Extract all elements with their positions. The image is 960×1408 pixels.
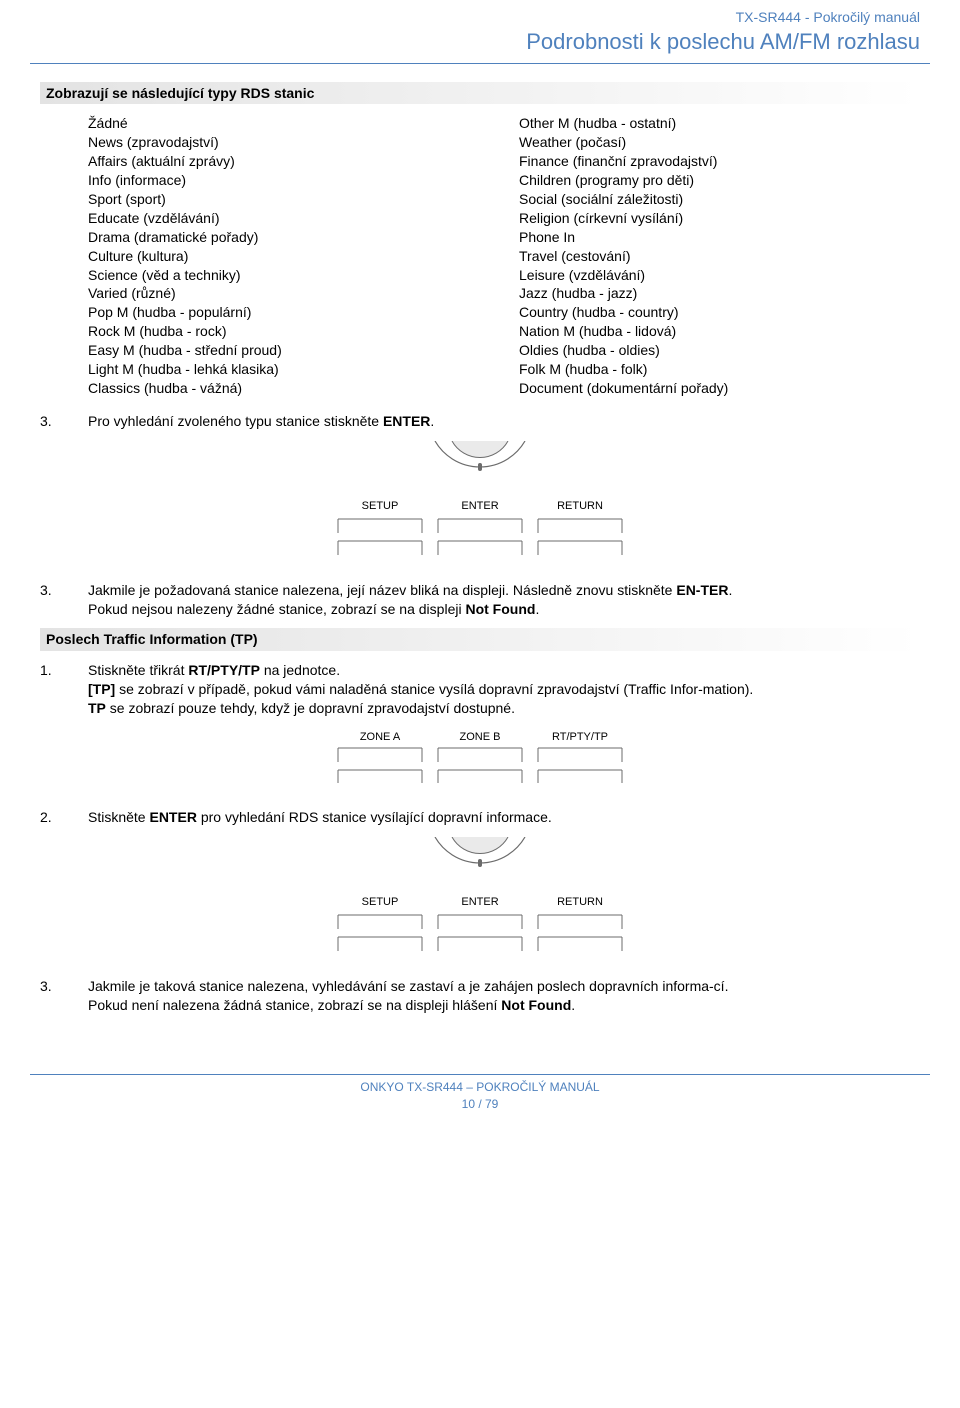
rds-type-item: Classics (hudba - vážná)	[88, 379, 489, 398]
header-rule	[30, 63, 930, 64]
rds-types-columns: ŽádnéNews (zpravodajství)Affairs (aktuál…	[40, 114, 920, 397]
page-footer: ONKYO TX-SR444 – POKROČILÝ MANUÁL 10 / 7…	[30, 1074, 930, 1111]
step-3: Pro vyhledání zvoleného typu stanice sti…	[40, 412, 920, 431]
header-title: Podrobnosti k poslechu AM/FM rozhlasu	[40, 27, 920, 57]
svg-text:SETUP: SETUP	[362, 896, 399, 908]
rds-type-item: Sport (sport)	[88, 190, 489, 209]
svg-text:ZONE A: ZONE A	[360, 731, 401, 743]
rds-type-item: Pop M (hudba - populární)	[88, 303, 489, 322]
rds-type-item: Other M (hudba - ostatní)	[519, 114, 920, 133]
rds-type-item: Travel (cestování)	[519, 247, 920, 266]
header-model: TX-SR444 - Pokročilý manuál	[40, 8, 920, 27]
svg-text:ZONE B: ZONE B	[460, 731, 501, 743]
rds-type-item: Country (hudba - country)	[519, 303, 920, 322]
rds-type-item: Culture (kultura)	[88, 247, 489, 266]
rds-type-item: Folk M (hudba - folk)	[519, 360, 920, 379]
footer-line-2: 10 / 79	[30, 1096, 930, 1112]
svg-text:RT/PTY/TP: RT/PTY/TP	[552, 731, 608, 743]
rds-type-item: Science (věd a techniky)	[88, 266, 489, 285]
rds-type-item: Varied (různé)	[88, 284, 489, 303]
rds-type-item: Žádné	[88, 114, 489, 133]
tp-step-2: Stiskněte ENTER pro vyhledání RDS stanic…	[40, 808, 920, 827]
rds-type-item: Children (programy pro děti)	[519, 171, 920, 190]
rds-type-item: Jazz (hudba - jazz)	[519, 284, 920, 303]
rds-type-item: Light M (hudba - lehká klasika)	[88, 360, 489, 379]
footer-line-1: ONKYO TX-SR444 – POKROČILÝ MANUÁL	[30, 1079, 930, 1095]
rds-type-item: Religion (církevní vysílání)	[519, 209, 920, 228]
diagram-setup-enter-return-1: SETUP ENTER RETURN	[40, 441, 920, 561]
rds-type-item: Nation M (hudba - lidová)	[519, 322, 920, 341]
rds-types-right: Other M (hudba - ostatní)Weather (počasí…	[519, 114, 920, 397]
rds-type-item: Phone In	[519, 228, 920, 247]
step-4: Jakmile je požadovaná stanice nalezena, …	[40, 581, 920, 619]
rds-type-item: Easy M (hudba - střední proud)	[88, 341, 489, 360]
step-3-text: Pro vyhledání zvoleného typu stanice sti…	[88, 413, 383, 429]
rds-type-item: Finance (finanční zpravodajství)	[519, 152, 920, 171]
section-heading-tp: Poslech Traffic Information (TP)	[40, 628, 920, 651]
svg-text:SETUP: SETUP	[362, 500, 399, 512]
rds-type-item: Social (sociální záležitosti)	[519, 190, 920, 209]
rds-type-item: News (zpravodajství)	[88, 133, 489, 152]
rds-type-item: Weather (počasí)	[519, 133, 920, 152]
svg-text:RETURN: RETURN	[557, 896, 603, 908]
rds-type-item: Affairs (aktuální zprávy)	[88, 152, 489, 171]
svg-text:RETURN: RETURN	[557, 500, 603, 512]
rds-type-item: Rock M (hudba - rock)	[88, 322, 489, 341]
rds-types-left: ŽádnéNews (zpravodajství)Affairs (aktuál…	[88, 114, 489, 397]
diagram-setup-enter-return-2: SETUP ENTER RETURN	[40, 837, 920, 957]
rds-type-item: Document (dokumentární pořady)	[519, 379, 920, 398]
diagram-zone-buttons: ZONE A ZONE B RT/PTY/TP	[40, 728, 920, 788]
rds-type-item: Drama (dramatické pořady)	[88, 228, 489, 247]
tp-step-3: Jakmile je taková stanice nalezena, vyhl…	[40, 977, 920, 1015]
rds-type-item: Educate (vzdělávání)	[88, 209, 489, 228]
section-heading-rds: Zobrazují se následující typy RDS stanic	[40, 82, 920, 105]
rds-type-item: Leisure (vzdělávání)	[519, 266, 920, 285]
tp-step-1: Stiskněte třikrát RT/PTY/TP na jednotce.…	[40, 661, 920, 718]
rds-type-item: Info (informace)	[88, 171, 489, 190]
svg-text:ENTER: ENTER	[461, 500, 498, 512]
svg-text:ENTER: ENTER	[461, 896, 498, 908]
step-3-enter: ENTER	[383, 413, 430, 429]
rds-type-item: Oldies (hudba - oldies)	[519, 341, 920, 360]
